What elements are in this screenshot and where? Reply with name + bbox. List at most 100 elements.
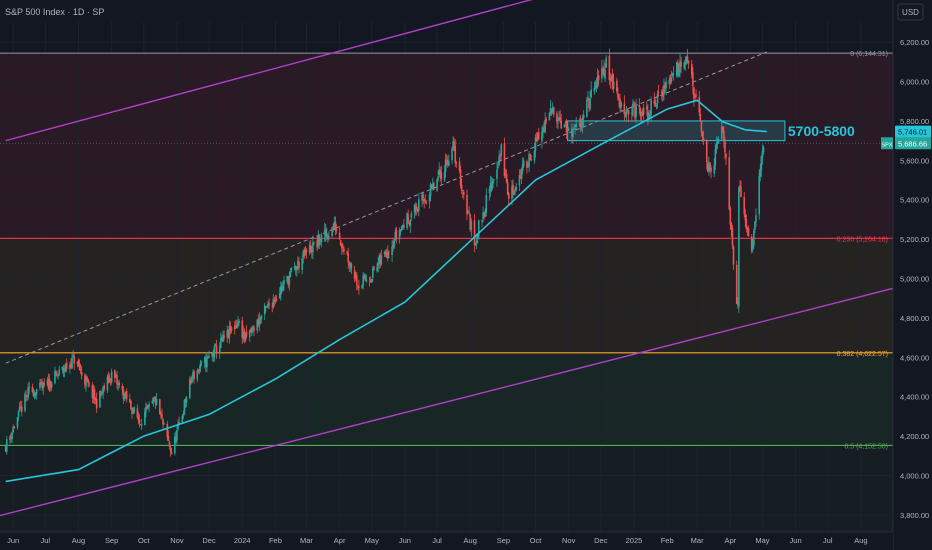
candle-body [70, 363, 72, 369]
channel-upper-line[interactable] [5, 0, 696, 142]
candle-body [11, 432, 13, 439]
candle-body [485, 195, 488, 213]
time-axis[interactable]: Jun Jul Aug Sep Oct Nov Dec 2024 Feb Mar Apr May Jun… [0, 531, 893, 550]
candle-body [132, 411, 134, 415]
candle-body [357, 285, 359, 287]
candle-body [376, 266, 378, 272]
candle-body [94, 398, 97, 399]
candle-body [731, 227, 734, 246]
candle-body [551, 107, 554, 113]
candle-body [515, 187, 518, 191]
candle-body [122, 389, 125, 400]
candle-body [324, 229, 327, 236]
candle-body [647, 111, 649, 120]
candle-body [407, 214, 409, 222]
time-tick-label: Apr [724, 536, 736, 545]
candle-body [541, 131, 543, 142]
time-tick-label: Dec [594, 536, 608, 545]
candle-body [259, 318, 262, 320]
candle-body [63, 369, 66, 373]
candle-body [41, 384, 43, 388]
price-axis[interactable]: 6,200.00 6,000.00 5,800.00 5,600.00 5,400.00… [881, 0, 932, 550]
candle-body [603, 68, 605, 77]
candle-body [61, 367, 64, 370]
time-tick-label: Sep [105, 536, 118, 545]
candle-body [579, 121, 582, 127]
last-price-value: 5,686.66 [898, 139, 927, 148]
candle-body [586, 99, 588, 117]
trend-lines[interactable] [0, 0, 894, 517]
price-tick-label: 5,600.00 [900, 156, 929, 165]
candle-body [335, 228, 338, 231]
candle-body [392, 245, 394, 248]
candle-body [580, 124, 583, 129]
candle-body [563, 124, 566, 128]
candle-body [252, 326, 254, 328]
candle-body [133, 406, 135, 413]
candle-body [455, 162, 458, 164]
candle-body [318, 236, 321, 245]
candle-body [744, 214, 747, 221]
candle-body [393, 240, 396, 248]
candle-body [492, 179, 495, 181]
candle-body [399, 229, 402, 231]
candle-body [378, 255, 381, 265]
currency-button[interactable]: USD [897, 3, 924, 21]
candle-body [188, 379, 191, 398]
candle-body [692, 72, 694, 87]
candle-body [690, 64, 693, 75]
candle-body [79, 369, 82, 371]
candle-body [710, 167, 712, 172]
candle-body [566, 130, 569, 132]
candle-body [85, 377, 87, 387]
candle-body [124, 392, 127, 397]
candle-body [618, 98, 620, 100]
candle-body [331, 227, 333, 237]
candle-body [745, 219, 748, 230]
candle-body [723, 131, 725, 141]
candle-body [414, 205, 417, 211]
channel-lower-line[interactable] [0, 287, 894, 517]
candle-body [24, 394, 26, 412]
time-tick-label: Jul [432, 536, 442, 545]
candle-body [424, 200, 427, 202]
candle-body [701, 132, 704, 138]
candle-body [55, 371, 57, 375]
fib-band [0, 445, 893, 532]
candle-body [87, 379, 89, 383]
candle-body [672, 73, 675, 75]
candle-body [76, 362, 79, 364]
resistance-zone[interactable]: 5700-5800 [567, 120, 855, 142]
candle-body [169, 447, 172, 452]
candle-body [657, 92, 660, 93]
time-tick-label: Nov [562, 536, 576, 545]
candle-body [56, 374, 58, 376]
candle-body [537, 132, 540, 140]
time-tick-label: Aug [72, 536, 85, 545]
candle-body [177, 423, 179, 430]
candle-body [421, 194, 423, 201]
moving-average [5, 99, 767, 483]
candle-body [121, 385, 124, 390]
candle-body [370, 279, 373, 283]
candle-body [469, 214, 472, 230]
candle-body [42, 382, 44, 389]
candle-body [458, 161, 461, 171]
grid-lines [0, 22, 893, 532]
candle-body [602, 69, 604, 71]
candle-body [206, 357, 208, 368]
candle-body [256, 319, 259, 331]
candle-body [260, 315, 263, 320]
candle-body [253, 327, 255, 331]
candle-body [95, 398, 98, 409]
time-tick-label: Mar [300, 536, 313, 545]
candle-body [724, 141, 726, 153]
candle-body [145, 407, 147, 413]
candle-body [444, 159, 447, 172]
candle-body [228, 326, 231, 338]
candle-body [115, 376, 117, 378]
candle-body [679, 61, 681, 72]
candle-body [705, 140, 708, 163]
candle-body [489, 182, 492, 191]
